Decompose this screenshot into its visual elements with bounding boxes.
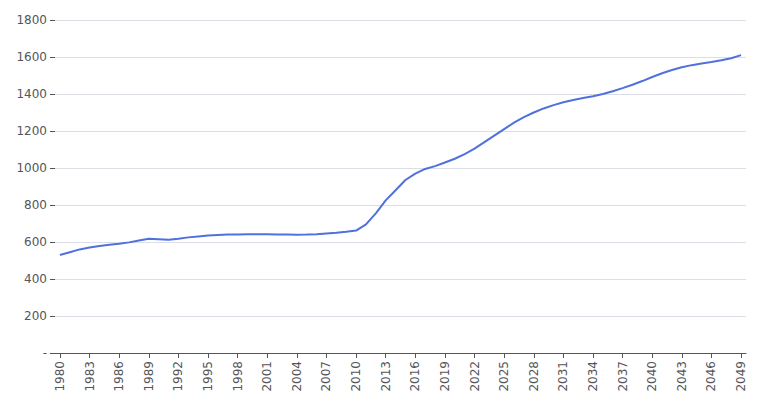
svg-text:200: 200 [24,309,47,323]
svg-text:1995: 1995 [201,361,215,392]
svg-text:1998: 1998 [231,361,245,392]
svg-text:2031: 2031 [556,361,570,392]
svg-text:1983: 1983 [83,361,97,392]
svg-text:1400: 1400 [16,87,47,101]
svg-text:400: 400 [24,272,47,286]
svg-text:2007: 2007 [319,361,333,392]
svg-text:2049: 2049 [734,361,748,392]
svg-text:1980: 1980 [53,361,67,392]
svg-text:2025: 2025 [497,361,511,392]
svg-text:2010: 2010 [349,361,363,392]
svg-text:2016: 2016 [408,361,422,392]
svg-text:2028: 2028 [527,361,541,392]
svg-text:2022: 2022 [468,361,482,392]
svg-text:600: 600 [24,235,47,249]
svg-text:1000: 1000 [16,161,47,175]
svg-text:1200: 1200 [16,124,47,138]
svg-text:2037: 2037 [616,361,630,392]
svg-text:2046: 2046 [704,361,718,392]
svg-text:2013: 2013 [379,361,393,392]
svg-text:800: 800 [24,198,47,212]
svg-text:2019: 2019 [438,361,452,392]
svg-text:2004: 2004 [290,361,304,392]
svg-text:2043: 2043 [675,361,689,392]
svg-text:1800: 1800 [16,13,47,27]
svg-text:1600: 1600 [16,50,47,64]
svg-text:2040: 2040 [645,361,659,392]
svg-text:-: - [43,346,47,360]
svg-text:2001: 2001 [260,361,274,392]
svg-text:1986: 1986 [112,361,126,392]
svg-text:1992: 1992 [171,361,185,392]
svg-text:2034: 2034 [586,361,600,392]
svg-text:1989: 1989 [142,361,156,392]
